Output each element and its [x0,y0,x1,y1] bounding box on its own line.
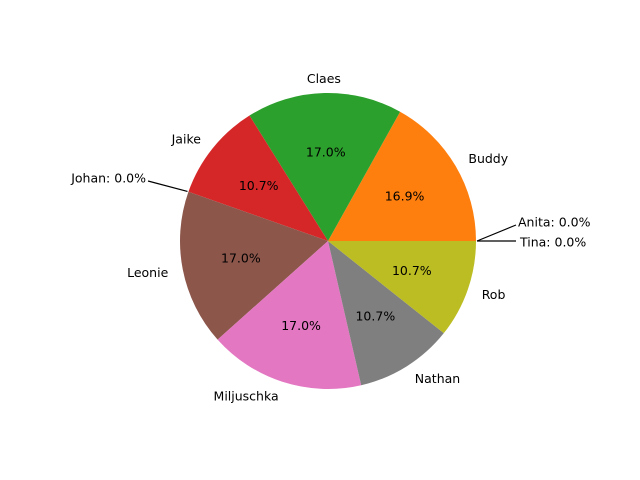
callout-label-tina: Tina: 0.0% [519,235,586,250]
pct-label-miljuschka: 17.0% [281,318,321,333]
pct-label-jaike: 10.7% [239,178,279,193]
callout-line-anita [476,224,517,242]
callout-lines [147,180,517,242]
pct-label-claes: 17.0% [306,145,346,160]
name-label-nathan: Nathan [415,371,460,386]
slice-claes [249,93,401,241]
callout-line-johan [147,180,188,192]
name-label-buddy: Buddy [468,151,508,166]
pct-label-nathan: 10.7% [355,309,395,324]
slice-rob [328,241,476,334]
pct-label-leonie: 17.0% [221,251,261,266]
name-label-miljuschka: Miljuschka [214,389,279,404]
slice-nathan [328,241,444,386]
name-label-jaike: Jaike [171,132,202,147]
pie-labels: Anita: 0.0% 16.9% Buddy 17.0% Claes 10.7% Jaik… [70,71,590,404]
name-label-rob: Rob [482,287,506,302]
slice-jaike [188,115,328,241]
slice-leonie [179,191,328,340]
slice-buddy [328,111,476,241]
pct-label-rob: 10.7% [392,263,432,278]
callout-label-anita: Anita: 0.0% [518,215,591,230]
slice-miljuschka [217,241,362,390]
callout-label-johan: Johan: 0.0% [70,171,146,186]
name-label-claes: Claes [307,71,341,86]
pct-label-buddy: 16.9% [385,189,425,204]
name-label-leonie: Leonie [127,265,168,280]
pie-slices [179,93,476,390]
